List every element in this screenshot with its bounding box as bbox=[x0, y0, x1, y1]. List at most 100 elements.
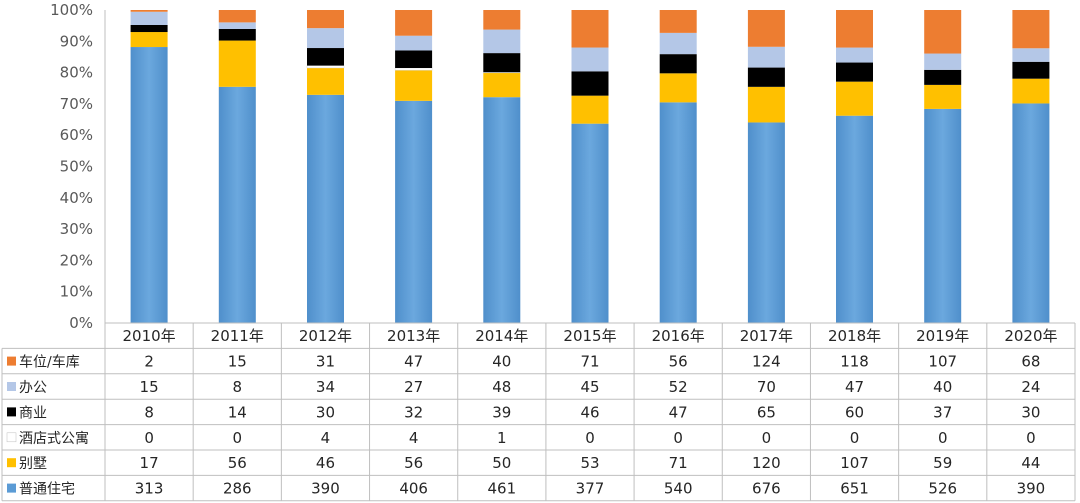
table-cell: 0 bbox=[850, 429, 860, 447]
table-cell: 0 bbox=[232, 429, 242, 447]
bar-segment bbox=[747, 122, 785, 323]
table-cell: 56 bbox=[404, 454, 423, 472]
y-tick-label: 30% bbox=[60, 220, 93, 238]
table-cell: 68 bbox=[1021, 353, 1040, 371]
bar-segment bbox=[218, 10, 256, 23]
table-cell: 65 bbox=[757, 403, 776, 421]
table-cell: 2 bbox=[144, 353, 154, 371]
bar-segment bbox=[747, 46, 785, 68]
bar-segment bbox=[307, 10, 344, 29]
bar-segment bbox=[571, 10, 609, 48]
table-cell: 0 bbox=[1026, 429, 1036, 447]
x-category-label: 2016年 bbox=[652, 327, 705, 345]
bar-segment bbox=[218, 40, 256, 87]
bar-segment bbox=[307, 67, 344, 95]
bar-segment bbox=[1012, 10, 1050, 49]
table-cell: 377 bbox=[576, 480, 605, 498]
bar-segment bbox=[924, 53, 962, 70]
bar-segment bbox=[1012, 61, 1050, 79]
table-cell: 30 bbox=[1021, 403, 1040, 421]
bar-segment bbox=[924, 10, 962, 54]
bar-segment bbox=[571, 123, 609, 323]
bar-segment bbox=[483, 97, 521, 323]
bar-segment bbox=[130, 11, 168, 25]
table-cell: 47 bbox=[404, 353, 423, 371]
bar-segment bbox=[218, 28, 256, 41]
table-cell: 4 bbox=[321, 429, 331, 447]
bar-segment bbox=[395, 35, 433, 51]
table-cell: 124 bbox=[752, 353, 781, 371]
table-cell: 0 bbox=[762, 429, 772, 447]
bar-segment bbox=[1012, 78, 1050, 104]
table-cell: 39 bbox=[492, 403, 511, 421]
x-category-label: 2010年 bbox=[122, 327, 175, 345]
table-cell: 56 bbox=[228, 454, 247, 472]
table-cell: 45 bbox=[580, 378, 599, 396]
bar-segment bbox=[836, 81, 873, 116]
x-category-label: 2015年 bbox=[563, 327, 616, 345]
bar-segment bbox=[659, 102, 697, 323]
bar-segment bbox=[483, 53, 521, 73]
legend-label: 商业 bbox=[19, 405, 47, 421]
table-cell: 120 bbox=[752, 454, 781, 472]
table-cell: 15 bbox=[140, 378, 159, 396]
legend-key bbox=[6, 432, 17, 443]
table-cell: 60 bbox=[845, 403, 864, 421]
y-tick-label: 100% bbox=[50, 1, 93, 19]
bar-segment bbox=[130, 47, 168, 323]
bar-segment bbox=[483, 72, 521, 98]
y-axis: 0% 10% 20% 30% 40% 50% 60% 70% 80% 90% 100% bbox=[50, 1, 93, 332]
table-cell: 390 bbox=[311, 480, 340, 498]
legend-key bbox=[7, 356, 16, 366]
bar-segment bbox=[395, 10, 433, 36]
bar-segment bbox=[659, 10, 697, 33]
table-cell: 15 bbox=[228, 353, 247, 371]
table-cell: 70 bbox=[757, 378, 776, 396]
legend-label: 酒店式公寓 bbox=[19, 430, 89, 447]
table-cell: 0 bbox=[144, 429, 154, 447]
table-cell: 17 bbox=[140, 454, 159, 472]
legend-label: 办公 bbox=[19, 380, 47, 396]
legend-label: 别墅 bbox=[19, 456, 47, 472]
table-cell: 31 bbox=[316, 353, 335, 371]
bar-segment bbox=[747, 10, 785, 47]
bar-segment bbox=[394, 67, 433, 71]
bar-segment bbox=[571, 95, 609, 124]
bar-segment bbox=[747, 67, 785, 87]
table-cell: 40 bbox=[492, 353, 511, 371]
table-cell: 44 bbox=[1021, 454, 1040, 472]
table-cell: 47 bbox=[845, 378, 864, 396]
bar-segment bbox=[659, 32, 697, 55]
y-tick-label: 20% bbox=[60, 251, 93, 269]
bar-segment bbox=[924, 84, 962, 109]
x-category-label: 2011年 bbox=[211, 327, 264, 345]
table-cell: 313 bbox=[135, 480, 164, 498]
y-tick-label: 50% bbox=[60, 158, 93, 176]
table-cell: 676 bbox=[752, 480, 781, 498]
table-cell: 118 bbox=[840, 353, 869, 371]
y-tick-label: 40% bbox=[60, 189, 93, 207]
y-tick-label: 70% bbox=[60, 95, 93, 113]
bar-segment bbox=[1012, 48, 1050, 62]
table-cell: 24 bbox=[1021, 378, 1040, 396]
table-cell: 34 bbox=[316, 378, 335, 396]
table-cell: 47 bbox=[669, 403, 688, 421]
bar-segment bbox=[307, 94, 344, 323]
table-cell: 651 bbox=[840, 480, 869, 498]
bar-segment bbox=[747, 86, 785, 123]
x-category-label: 2013年 bbox=[387, 327, 440, 345]
table-cell: 71 bbox=[669, 454, 688, 472]
bar-segment bbox=[836, 10, 873, 48]
table-cell: 107 bbox=[928, 353, 957, 371]
x-category-label: 2012年 bbox=[299, 327, 352, 345]
bar-segment bbox=[130, 24, 168, 33]
table-cell: 0 bbox=[938, 429, 948, 447]
table-cell: 56 bbox=[669, 353, 688, 371]
x-category-label: 2014年 bbox=[475, 327, 528, 345]
legend-key bbox=[7, 407, 16, 417]
table-cell: 46 bbox=[316, 454, 335, 472]
bar-segment bbox=[571, 71, 609, 96]
table-cell: 1 bbox=[497, 429, 507, 447]
table-cell: 37 bbox=[933, 403, 952, 421]
bar-segment bbox=[130, 32, 168, 48]
